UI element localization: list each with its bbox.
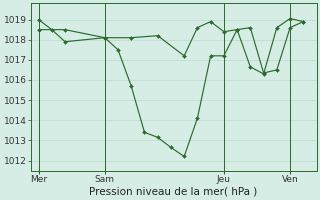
X-axis label: Pression niveau de la mer( hPa ): Pression niveau de la mer( hPa ) [90,187,258,197]
